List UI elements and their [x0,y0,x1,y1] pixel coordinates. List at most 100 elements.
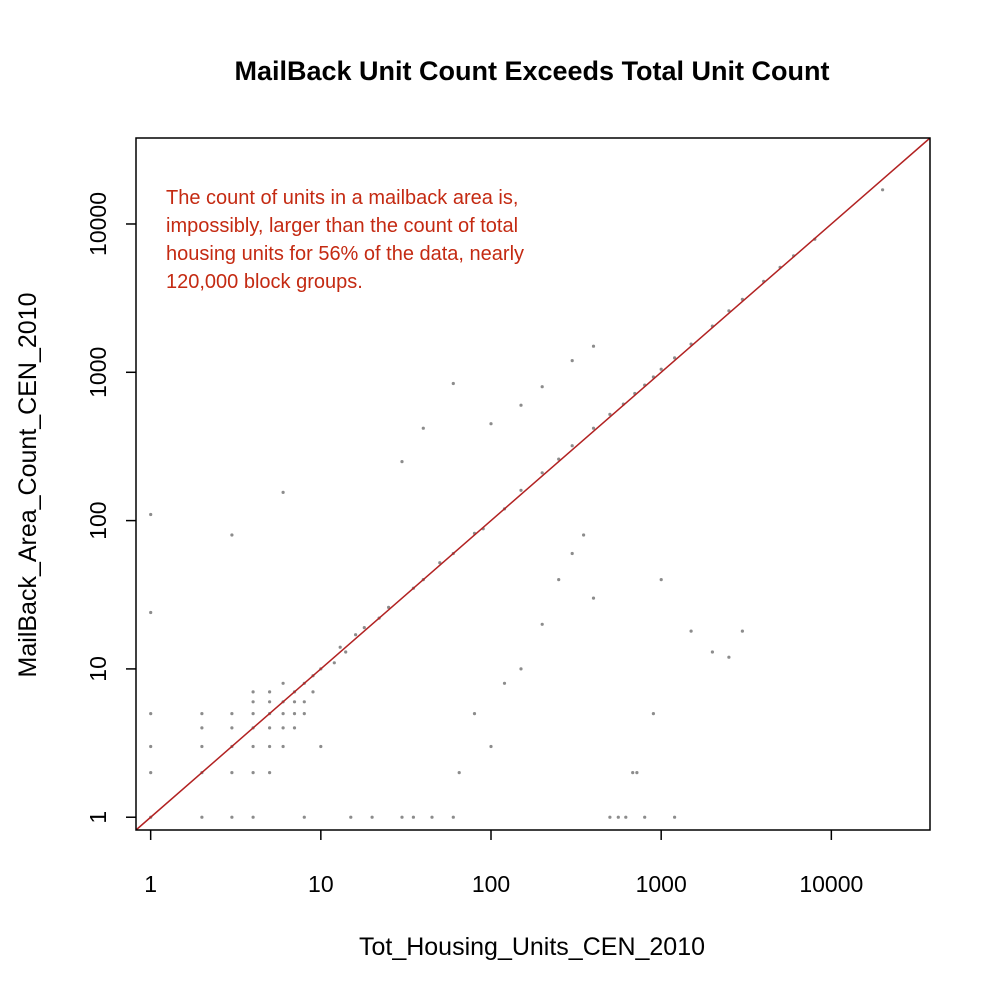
data-point [881,188,885,192]
data-point [268,771,272,775]
data-point [332,661,336,665]
data-point [608,815,612,819]
data-point [230,726,234,730]
data-point [268,744,272,749]
data-point [200,744,204,749]
data-point [281,490,285,494]
y-axis: 1 10 100 1000 10000 [85,192,136,824]
data-point [519,667,523,671]
data-point [631,771,635,775]
data-point [281,744,285,749]
data-point [354,633,358,637]
data-point [302,700,306,704]
data-point [570,359,574,363]
data-point [659,367,663,371]
data-point [149,744,153,749]
data-point [540,471,544,475]
data-point [438,561,442,565]
data-point [624,815,628,819]
data-point [251,771,255,775]
data-point [149,771,153,775]
data-point [230,815,234,819]
y-tick-label: 1 [85,811,111,824]
data-point [540,622,544,626]
y-tick-label: 10000 [85,192,111,256]
annotation-line: housing units for 56% of the data, nearl… [166,243,524,265]
data-point [616,815,620,819]
data-point [557,457,561,461]
data-point [451,381,455,386]
data-point [740,629,745,633]
data-point [200,815,204,819]
data-point [230,533,234,537]
data-point [344,650,348,654]
data-point [400,815,404,819]
reference-line [135,137,931,831]
x-tick-label: 10000 [799,871,863,897]
data-point [635,771,639,775]
data-point [281,712,285,716]
data-point [557,578,561,582]
data-point [659,578,663,582]
data-point [230,712,234,716]
data-point [673,356,677,360]
data-point [281,726,285,730]
data-point [472,712,477,716]
data-point [311,690,315,694]
data-point [349,815,353,819]
data-point [608,412,612,416]
data-point [149,712,153,716]
data-point [570,551,574,556]
x-tick-label: 1000 [636,871,687,897]
data-point [582,533,586,537]
x-tick-label: 10 [308,871,334,897]
y-tick-label: 10 [85,656,111,682]
data-point [370,815,374,819]
data-point [268,700,272,704]
data-point [489,744,493,749]
data-point [149,512,153,517]
data-point [643,815,647,819]
annotation-text: The count of units in a mailback area is… [166,187,524,293]
data-point [451,815,455,819]
data-point [292,712,297,716]
data-point [268,726,272,730]
annotation-line: impossibly, larger than the count of tot… [166,215,518,237]
data-point [673,815,677,819]
data-point [710,650,715,654]
data-point [519,403,523,407]
chart-title: MailBack Unit Count Exceeds Total Unit C… [234,56,829,86]
data-point [251,712,255,716]
data-point [302,712,306,716]
data-point [689,629,693,633]
data-point [251,690,255,694]
data-point [268,690,272,694]
data-point [362,626,366,630]
data-point [292,700,297,704]
data-point [302,815,306,819]
data-point [591,426,596,430]
y-axis-title: MailBack_Area_Count_CEN_2010 [14,293,42,678]
data-point [591,596,596,600]
data-point [502,681,507,685]
x-axis: 1 10 100 1000 10000 [144,830,863,897]
data-point [591,344,596,348]
x-tick-label: 1 [144,871,157,897]
x-axis-title: Tot_Housing_Units_CEN_2010 [359,933,705,961]
plot-frame [135,137,931,831]
data-point [727,655,731,659]
data-point [457,771,461,775]
data-point [430,815,434,819]
annotation-line: The count of units in a mailback area is… [166,187,518,209]
y-tick-label: 1000 [85,347,111,398]
data-point [489,422,493,426]
data-point [230,771,234,775]
data-point [411,815,415,819]
data-point [540,385,544,389]
data-point [338,645,342,649]
data-point [319,744,323,749]
data-point [200,726,204,730]
data-point [421,426,425,430]
data-point [251,744,255,749]
y-tick-label: 100 [85,501,111,539]
